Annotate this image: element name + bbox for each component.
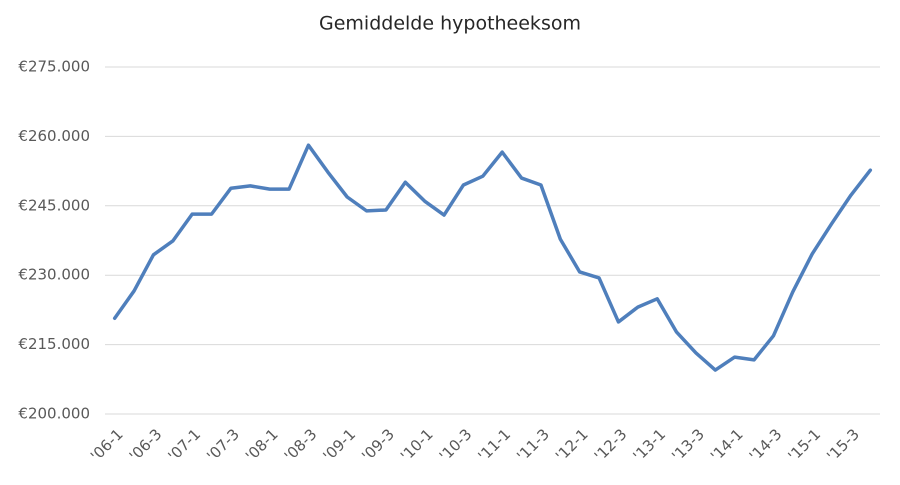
y-tick-label: €245.000	[18, 196, 90, 214]
y-tick-label: €260.000	[18, 127, 90, 145]
x-tick-label: '06-1	[87, 425, 127, 465]
x-tick-label: '08-1	[242, 425, 282, 465]
x-tick-label: '13-1	[629, 425, 669, 465]
x-tick-label: '09-1	[319, 425, 359, 465]
x-tick-label: '11-1	[474, 425, 514, 465]
x-tick-label: '11-3	[513, 425, 553, 465]
y-tick-label: €215.000	[18, 335, 90, 353]
data-line	[112, 143, 873, 372]
y-tick-label: €230.000	[18, 266, 90, 284]
x-tick-label: '07-1	[164, 425, 204, 465]
y-tick-label: €200.000	[18, 405, 90, 423]
x-tick-label: '06-3	[126, 425, 166, 465]
x-tick-label: '12-3	[591, 425, 631, 465]
x-tick-label: '15-1	[784, 425, 824, 465]
x-tick-label: '14-1	[707, 425, 747, 465]
x-tick-label: '10-3	[436, 425, 476, 465]
y-tick-label: €275.000	[18, 58, 90, 76]
chart-title: Gemiddelde hypotheeksom	[319, 13, 581, 35]
x-tick-label: '13-3	[668, 425, 708, 465]
x-tick-label: '12-1	[552, 425, 592, 465]
x-tick-label: '15-3	[823, 425, 863, 465]
x-tick-label: '07-3	[203, 425, 243, 465]
x-tick-label: '08-3	[281, 425, 321, 465]
x-tick-label: '10-1	[397, 425, 437, 465]
x-tick-label: '09-3	[358, 425, 398, 465]
x-tick-label: '14-3	[746, 425, 786, 465]
